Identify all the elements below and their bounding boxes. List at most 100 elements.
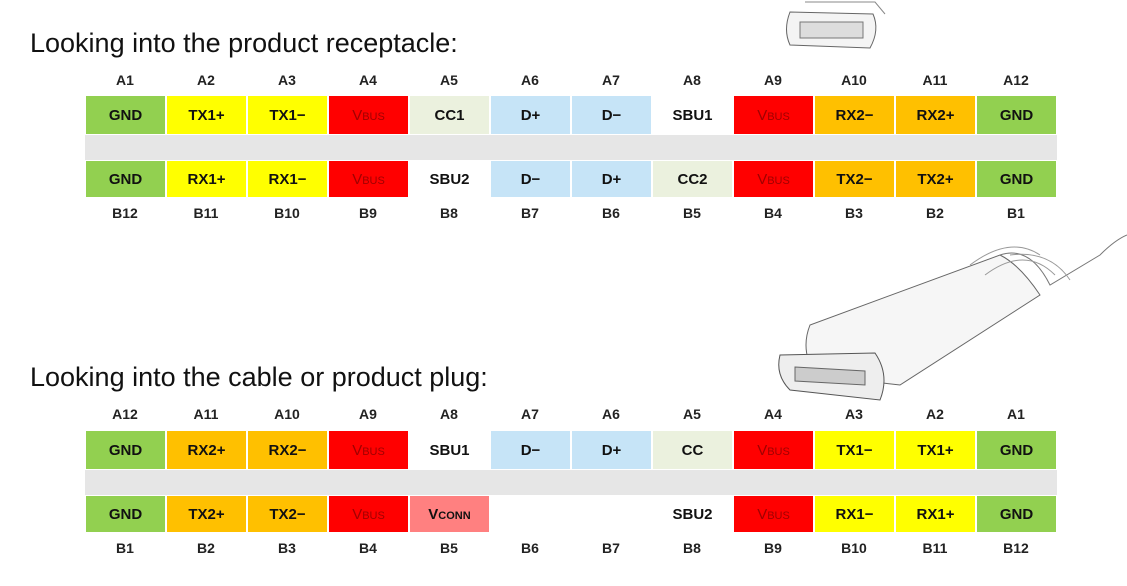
pin-cell: D−: [490, 160, 571, 198]
pin-label: B8: [440, 205, 458, 221]
pin-label: B6: [602, 205, 620, 221]
pin-cell: D+: [571, 160, 652, 198]
pin-label: A8: [683, 72, 701, 88]
pin-label: B1: [1007, 205, 1025, 221]
pin-cell: D−: [571, 95, 652, 135]
pin-label: B7: [521, 205, 539, 221]
pin-cell: Vbus: [328, 430, 409, 470]
pin-cell: TX1−: [814, 430, 895, 470]
pin-cell: RX2+: [895, 95, 976, 135]
pin-label: B2: [197, 540, 215, 556]
pin-cell: GND: [85, 430, 166, 470]
receptacle-illustration: [786, 1, 886, 49]
pin-label: A11: [922, 72, 948, 88]
pin-label: B7: [602, 540, 620, 556]
pin-cell: GND: [85, 160, 166, 198]
pin-cell: RX2−: [247, 430, 328, 470]
pin-label: A3: [845, 406, 863, 422]
section-title: Looking into the cable or product plug:: [30, 362, 488, 392]
pin-label: B4: [764, 205, 782, 221]
pin-cell: SBU1: [652, 95, 733, 135]
section-title: Looking into the product receptacle:: [30, 28, 458, 58]
pin-cell: SBU2: [652, 495, 733, 533]
pin-cell: TX1−: [247, 95, 328, 135]
pin-cell: GND: [976, 95, 1057, 135]
pin-cell: TX2+: [895, 160, 976, 198]
pin-label: A2: [926, 406, 944, 422]
pin-label: A12: [1003, 72, 1029, 88]
pin-cell: RX2−: [814, 95, 895, 135]
pin-label: B10: [841, 540, 867, 556]
pin-cell: TX2+: [166, 495, 247, 533]
pin-label: A10: [841, 72, 867, 88]
pin-cell: Vbus: [328, 95, 409, 135]
pin-label: A7: [521, 406, 539, 422]
pin-cell: CC1: [409, 95, 490, 135]
pin-label: A1: [116, 72, 134, 88]
pin-label: B12: [112, 205, 138, 221]
pin-cell: Vbus: [733, 430, 814, 470]
pin-cell: TX2−: [247, 495, 328, 533]
pin-cell: RX1−: [247, 160, 328, 198]
pin-label: B9: [764, 540, 782, 556]
pin-cell: TX1+: [166, 95, 247, 135]
pin-label: B2: [926, 205, 944, 221]
pin-label: B10: [274, 205, 300, 221]
pin-cell: TX1+: [895, 430, 976, 470]
pin-cell: Vbus: [733, 95, 814, 135]
pin-cell: RX1−: [814, 495, 895, 533]
pin-cell: GND: [85, 495, 166, 533]
pin-label: A8: [440, 406, 458, 422]
pin-label: B11: [193, 205, 219, 221]
pin-label: A9: [359, 406, 377, 422]
pin-cell: [571, 495, 652, 533]
pin-cell: SBU2: [409, 160, 490, 198]
pin-label: A2: [197, 72, 215, 88]
pin-cell: D−: [490, 430, 571, 470]
pin-label: B4: [359, 540, 377, 556]
pin-label: A7: [602, 72, 620, 88]
pin-label: A4: [764, 406, 782, 422]
pin-label: A4: [359, 72, 377, 88]
pin-cell: CC2: [652, 160, 733, 198]
pin-cell: CC: [652, 430, 733, 470]
pin-cell: SBU1: [409, 430, 490, 470]
pin-cell: GND: [976, 430, 1057, 470]
pin-cell: Vbus: [733, 160, 814, 198]
pin-cell: RX2+: [166, 430, 247, 470]
pin-label: B3: [845, 205, 863, 221]
pin-label: B8: [683, 540, 701, 556]
pin-label: A12: [112, 406, 138, 422]
pin-label: B5: [440, 540, 458, 556]
pin-cell: TX2−: [814, 160, 895, 198]
pin-cell: [490, 495, 571, 533]
pin-cell: GND: [85, 95, 166, 135]
pin-label: A9: [764, 72, 782, 88]
pin-label: B6: [521, 540, 539, 556]
pin-label: B5: [683, 205, 701, 221]
pin-cell: D+: [490, 95, 571, 135]
gap-band: [85, 470, 1057, 495]
pin-cell: RX1+: [166, 160, 247, 198]
pin-cell: D+: [571, 430, 652, 470]
pin-label: B3: [278, 540, 296, 556]
pin-cell: GND: [976, 160, 1057, 198]
pin-cell: RX1+: [895, 495, 976, 533]
pin-label: A6: [602, 406, 620, 422]
pin-label: A11: [193, 406, 219, 422]
pin-cell: GND: [976, 495, 1057, 533]
pin-label: B1: [116, 540, 134, 556]
pin-cell: Vbus: [733, 495, 814, 533]
plug-illustration: [778, 234, 1127, 401]
pin-label: A6: [521, 72, 539, 88]
pin-label: B9: [359, 205, 377, 221]
pin-label: B12: [1003, 540, 1029, 556]
pin-label: A1: [1007, 406, 1025, 422]
gap-band: [85, 135, 1057, 160]
pin-cell: Vbus: [328, 160, 409, 198]
pin-label: A10: [274, 406, 300, 422]
pin-label: B11: [922, 540, 948, 556]
pin-cell: Vconn: [409, 495, 490, 533]
pin-label: A5: [440, 72, 458, 88]
